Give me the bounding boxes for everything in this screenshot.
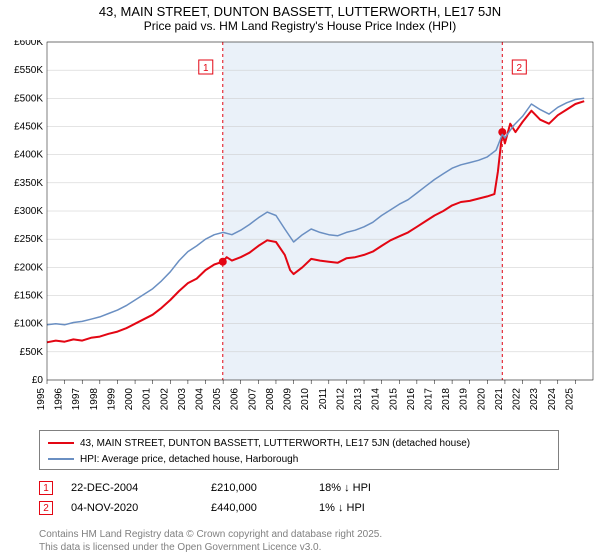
- svg-text:1: 1: [203, 63, 209, 74]
- event-pct: 18% ↓ HPI: [319, 482, 439, 494]
- svg-text:2006: 2006: [230, 388, 241, 411]
- svg-text:£150K: £150K: [14, 291, 43, 302]
- svg-text:2015: 2015: [388, 388, 399, 411]
- legend-swatch: [48, 442, 74, 444]
- svg-text:£550K: £550K: [14, 65, 43, 76]
- svg-text:2017: 2017: [423, 388, 434, 411]
- svg-text:2016: 2016: [406, 388, 417, 411]
- svg-text:1996: 1996: [54, 388, 65, 411]
- svg-text:£250K: £250K: [14, 234, 43, 245]
- svg-text:2021: 2021: [494, 388, 505, 411]
- svg-text:1995: 1995: [36, 388, 47, 411]
- event-marker: 1: [39, 481, 53, 495]
- svg-text:£450K: £450K: [14, 122, 43, 133]
- svg-text:£600K: £600K: [14, 40, 43, 48]
- svg-text:2022: 2022: [512, 388, 523, 411]
- svg-text:2024: 2024: [547, 388, 558, 411]
- events-table: 1 22-DEC-2004£210,00018% ↓ HPI 2 04-NOV-202…: [39, 478, 439, 518]
- svg-text:2001: 2001: [142, 388, 153, 411]
- svg-text:2: 2: [517, 63, 523, 74]
- event-row: 1 22-DEC-2004£210,00018% ↓ HPI: [39, 478, 439, 498]
- attribution-line-1: Contains HM Land Registry data © Crown c…: [39, 528, 382, 541]
- svg-text:2009: 2009: [283, 388, 294, 411]
- svg-text:£50K: £50K: [20, 347, 44, 358]
- event-price: £440,000: [211, 502, 319, 514]
- legend-row: 43, MAIN STREET, DUNTON BASSETT, LUTTERW…: [48, 435, 550, 451]
- svg-text:2011: 2011: [318, 388, 329, 410]
- svg-text:1997: 1997: [71, 388, 82, 411]
- event-pct: 1% ↓ HPI: [319, 502, 439, 514]
- svg-text:1999: 1999: [106, 388, 117, 411]
- svg-text:£200K: £200K: [14, 262, 43, 273]
- svg-text:2000: 2000: [124, 388, 135, 411]
- svg-text:£0: £0: [32, 375, 44, 386]
- svg-text:2007: 2007: [247, 388, 258, 411]
- event-marker: 2: [39, 501, 53, 515]
- event-price: £210,000: [211, 482, 319, 494]
- legend-label: HPI: Average price, detached house, Harb…: [80, 454, 298, 465]
- svg-text:£400K: £400K: [14, 150, 43, 161]
- chart-container: 43, MAIN STREET, DUNTON BASSETT, LUTTERW…: [0, 0, 600, 560]
- svg-text:2002: 2002: [159, 388, 170, 411]
- legend: 43, MAIN STREET, DUNTON BASSETT, LUTTERW…: [39, 430, 559, 470]
- svg-text:2014: 2014: [371, 388, 382, 411]
- chart-title: 43, MAIN STREET, DUNTON BASSETT, LUTTERW…: [0, 0, 600, 19]
- svg-text:2005: 2005: [212, 388, 223, 411]
- legend-label: 43, MAIN STREET, DUNTON BASSETT, LUTTERW…: [80, 438, 470, 449]
- svg-text:1998: 1998: [89, 388, 100, 411]
- svg-text:2019: 2019: [459, 388, 470, 411]
- attribution: Contains HM Land Registry data © Crown c…: [39, 528, 382, 554]
- event-date: 04-NOV-2020: [71, 502, 211, 514]
- event-date: 22-DEC-2004: [71, 482, 211, 494]
- svg-text:2023: 2023: [529, 388, 540, 411]
- chart-plot-area: £0 £50K £100K £150K £200K £250K £300K £350K £400…: [0, 40, 600, 420]
- svg-text:2003: 2003: [177, 388, 188, 411]
- event-row: 2 04-NOV-2020£440,0001% ↓ HPI: [39, 498, 439, 518]
- chart-subtitle: Price paid vs. HM Land Registry's House …: [0, 19, 600, 35]
- line-chart: £0 £50K £100K £150K £200K £250K £300K £350K £400…: [0, 40, 600, 420]
- svg-text:2008: 2008: [265, 388, 276, 411]
- svg-text:2012: 2012: [335, 388, 346, 411]
- svg-text:2010: 2010: [300, 388, 311, 411]
- svg-text:2018: 2018: [441, 388, 452, 411]
- svg-text:2004: 2004: [195, 388, 206, 411]
- legend-swatch: [48, 458, 74, 460]
- attribution-line-2: This data is licensed under the Open Gov…: [39, 541, 382, 554]
- svg-text:£350K: £350K: [14, 178, 43, 189]
- svg-text:£100K: £100K: [14, 319, 43, 330]
- svg-text:2013: 2013: [353, 388, 364, 411]
- legend-row: HPI: Average price, detached house, Harb…: [48, 451, 550, 467]
- svg-text:£300K: £300K: [14, 206, 43, 217]
- svg-text:2025: 2025: [564, 388, 575, 411]
- svg-text:£500K: £500K: [14, 93, 43, 104]
- svg-text:2020: 2020: [476, 388, 487, 411]
